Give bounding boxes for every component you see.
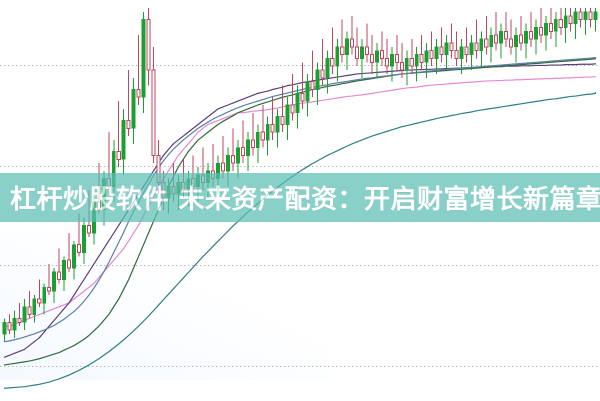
title-banner: 杠杆炒股软件 未来资产配资：开启财富增长新篇章 [0,173,600,222]
chart-tint-layer [0,230,330,380]
banner-title-text: 杠杆炒股软件 未来资产配资：开启财富增长新篇章 [10,185,600,215]
